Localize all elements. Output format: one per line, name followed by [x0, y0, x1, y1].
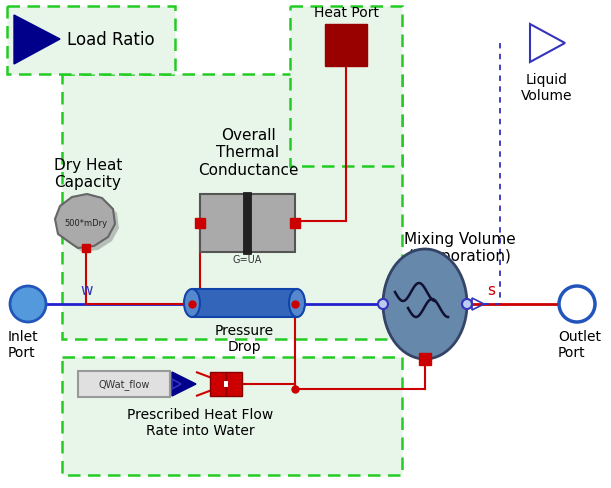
Text: Inlet
Port: Inlet Port: [8, 329, 38, 360]
Text: Mixing Volume
(Evaporation): Mixing Volume (Evaporation): [404, 231, 516, 264]
Text: G=UA: G=UA: [233, 254, 262, 264]
Text: Outlet
Port: Outlet Port: [558, 329, 601, 360]
Bar: [192, 289, 297, 317]
Text: QWat_flow: QWat_flow: [98, 379, 150, 389]
FancyBboxPatch shape: [290, 7, 402, 167]
Text: 500*mDry: 500*mDry: [64, 219, 108, 228]
Ellipse shape: [383, 249, 467, 359]
Polygon shape: [55, 195, 115, 248]
Bar: [78, 371, 170, 397]
Text: w: w: [80, 283, 92, 297]
Text: s: s: [487, 283, 495, 297]
FancyBboxPatch shape: [62, 75, 402, 339]
Text: Pressure
Drop: Pressure Drop: [215, 324, 274, 353]
Text: Heat Port: Heat Port: [313, 6, 378, 20]
Text: Prescribed Heat Flow
Rate into Water: Prescribed Heat Flow Rate into Water: [127, 407, 273, 437]
FancyBboxPatch shape: [7, 7, 175, 75]
Circle shape: [462, 299, 472, 309]
Bar: [226, 372, 242, 396]
Bar: [243, 193, 251, 254]
Bar: [210, 372, 226, 396]
Polygon shape: [59, 199, 119, 252]
Circle shape: [10, 286, 46, 323]
Ellipse shape: [289, 289, 305, 317]
FancyBboxPatch shape: [62, 357, 402, 475]
Polygon shape: [14, 16, 60, 65]
Circle shape: [559, 286, 595, 323]
Text: Liquid
Volume: Liquid Volume: [521, 73, 573, 103]
Circle shape: [378, 299, 388, 309]
Ellipse shape: [184, 289, 200, 317]
Polygon shape: [172, 372, 196, 396]
Text: Overall
Thermal
Conductance: Overall Thermal Conductance: [198, 128, 298, 178]
Bar: [200, 195, 295, 252]
Text: Dry Heat
Capacity: Dry Heat Capacity: [54, 158, 122, 190]
Bar: [224, 381, 228, 387]
Bar: [325, 25, 367, 67]
Text: Load Ratio: Load Ratio: [67, 31, 155, 49]
